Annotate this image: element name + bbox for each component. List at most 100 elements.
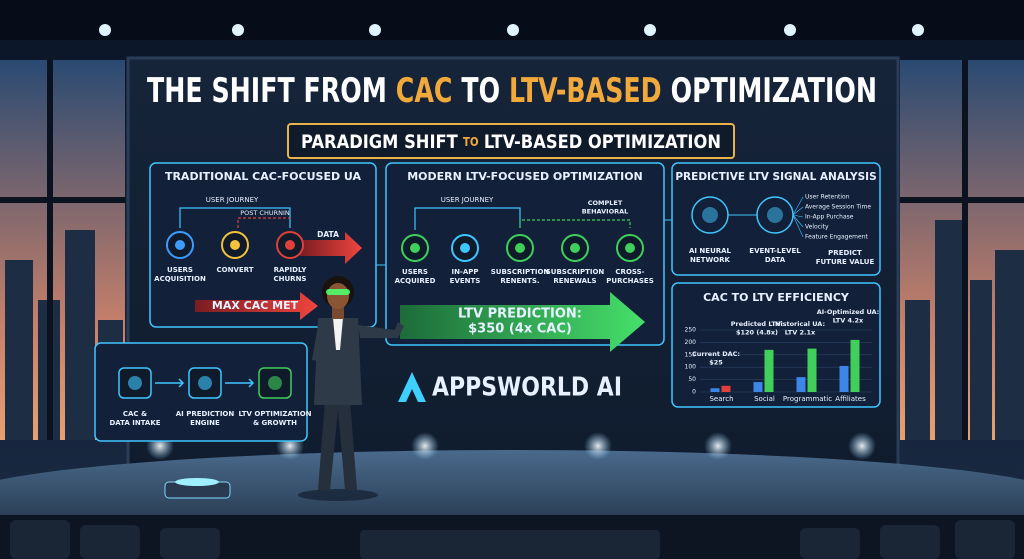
bar — [710, 388, 720, 392]
efficiency-panel — [671, 282, 881, 408]
churn-label: POST CHURNIN — [240, 209, 290, 217]
behavioral-label: BEHAVIORAL — [582, 208, 629, 216]
node-label: AI PREDICTION — [176, 410, 235, 418]
window-frames — [0, 60, 1024, 440]
traditional-panel — [149, 162, 377, 328]
node-label: EVENTS — [450, 277, 481, 285]
chart-annotation: Historical UA: — [775, 320, 825, 328]
bar — [839, 365, 849, 392]
title-part: THE SHIFT FROM — [147, 71, 387, 111]
journey-label: USER JOURNEY — [206, 196, 259, 204]
y-tick-label: 50 — [688, 376, 696, 383]
y-tick-label: 150 — [685, 351, 697, 358]
node-label: USERS — [167, 266, 193, 274]
signal-item: Velocity — [805, 224, 829, 231]
title-part: CAC — [396, 71, 453, 111]
node-icon-inner — [410, 243, 420, 253]
pipeline-icon-core — [198, 376, 212, 390]
bar — [850, 339, 860, 392]
behavioral-label: COMPLET — [588, 199, 623, 207]
node-icon-inner — [625, 243, 635, 253]
node-label: & GROWTH — [253, 419, 297, 427]
presenter — [298, 276, 404, 501]
subtitle: PARADIGM SHIFT TO LTV-BASED OPTIMIZATION — [301, 131, 721, 153]
node-label: CAC & — [123, 410, 147, 418]
panel-title: CAC TO LTV EFFICIENCY — [703, 291, 850, 304]
bar — [721, 385, 731, 392]
node-label: SUBSCRIPTION — [491, 268, 550, 276]
journey-label: USER JOURNEY — [441, 196, 494, 204]
node-label: USERS — [402, 268, 428, 276]
chart-annotation: Predicted LTV: — [731, 320, 783, 328]
chart-annotation: $25 — [709, 359, 723, 367]
neural-icon-core — [767, 207, 783, 223]
chart-annotation: Current DAC: — [692, 350, 740, 358]
main-title: THE SHIFT FROMCACTOLTV-BASEDOPTIMIZATION — [147, 71, 877, 111]
subtitle-part: LTV-BASED OPTIMIZATION — [484, 131, 721, 153]
signal-item: Average Session Time — [805, 204, 871, 211]
node-label: IN-APP — [451, 268, 478, 276]
x-tick-label: Social — [754, 395, 775, 403]
signal-connector — [792, 196, 804, 216]
subtitle-part: PARADIGM SHIFT — [301, 131, 458, 153]
y-tick-label: 200 — [685, 339, 697, 346]
data-label: DATA — [317, 230, 339, 239]
panel-title: TRADITIONAL CAC-FOCUSED UA — [165, 170, 362, 183]
node-label: ACQUISITION — [154, 275, 206, 283]
chart-annotation: LTV 4.2x — [833, 317, 864, 325]
max-cac-arrow — [195, 292, 318, 320]
neural-icon-core — [702, 207, 718, 223]
node-label: DATA INTAKE — [109, 419, 160, 427]
node-icon-inner — [515, 243, 525, 253]
arrow-label: $350 (4x CAC) — [468, 322, 572, 337]
node-icon-inner — [285, 240, 295, 250]
chart-annotation: $120 (4.8x) — [736, 329, 778, 337]
signal-item: Feature Engagement — [805, 234, 868, 241]
signal-connector — [792, 206, 804, 216]
panel-title: PREDICTIVE LTV SIGNAL ANALYSIS — [675, 171, 876, 183]
node-icon-inner — [460, 243, 470, 253]
node-label: LTV OPTIMIZATION — [238, 410, 311, 418]
bar — [807, 348, 817, 392]
chart-annotation: LTV 2.1x — [785, 329, 816, 337]
modern-journey-line — [414, 207, 521, 230]
x-tick-label: Affiliates — [835, 395, 866, 403]
y-tick-label: 100 — [685, 364, 697, 371]
node-label: PURCHASES — [606, 277, 653, 285]
node-icon-inner — [570, 243, 580, 253]
data-arrow — [300, 232, 362, 264]
y-tick-label: 250 — [685, 327, 697, 334]
title-part: LTV-BASED — [509, 71, 662, 111]
signal-item: User Retention — [805, 194, 850, 201]
panel-title: MODERN LTV-FOCUSED OPTIMIZATION — [407, 170, 643, 183]
output-label: PREDICT — [828, 249, 862, 257]
chart-annotation: AI-Optimized UA: — [817, 308, 880, 316]
ltv-prediction-arrow — [400, 292, 645, 352]
ceiling-lights — [0, 0, 1024, 40]
pipeline-arrow — [155, 378, 185, 388]
node-label: AI NEURAL — [689, 247, 732, 255]
bar — [753, 382, 763, 392]
node-label: CROSS- — [615, 268, 644, 276]
pipeline-arrow — [225, 378, 255, 388]
logo-text: APPSWORLD AI — [432, 373, 622, 403]
title-part: OPTIMIZATION — [671, 71, 877, 111]
projector-glow — [175, 478, 219, 486]
arrow-label: LTV PREDICTION: — [458, 307, 582, 322]
node-label: RENENTS. — [500, 277, 539, 285]
signal-item: In-App Purchase — [805, 214, 854, 221]
logo-mark — [398, 372, 426, 402]
node-label: DATA — [765, 256, 786, 264]
signal-connector — [792, 214, 804, 238]
node-icon-inner — [230, 240, 240, 250]
y-tick-label: 0 — [692, 389, 696, 396]
subtitle-box — [287, 123, 735, 159]
node-label: RENEWALS — [553, 277, 596, 285]
pipeline-icon-core — [268, 376, 282, 390]
node-label: CHURNS — [274, 275, 307, 283]
signal-connector — [792, 214, 804, 228]
behavioral-line — [519, 219, 631, 228]
node-icon-inner — [175, 240, 185, 250]
output-label: FUTURE VALUE — [816, 258, 875, 266]
